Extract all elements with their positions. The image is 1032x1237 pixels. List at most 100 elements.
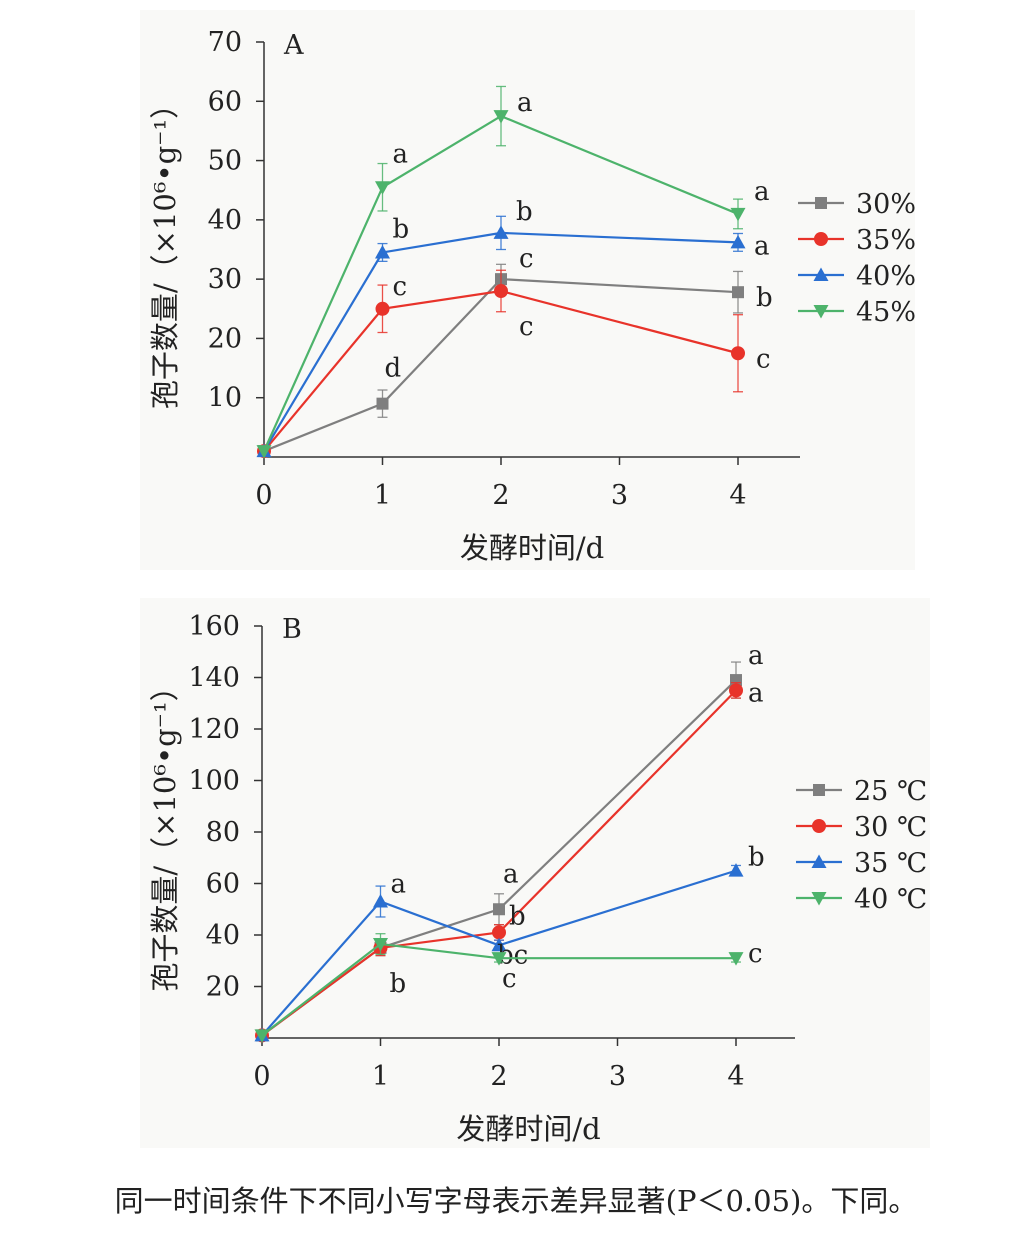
legend-marker — [811, 854, 827, 868]
legend-item: 30% — [798, 189, 916, 220]
y-tick-label: 20 — [208, 323, 242, 354]
legend-marker — [811, 892, 827, 906]
x-tick-label: 1 — [372, 1061, 389, 1092]
legend-marker — [812, 819, 826, 833]
significance-label: c — [519, 244, 534, 274]
x-tick-label: 0 — [253, 1061, 270, 1092]
chart-a: 10 20 30 40 50 60 70 0 1 2 3 4 发酵时间/d 孢子数量/（×10⁶•g⁻¹）… — [148, 27, 916, 565]
significance-label: c — [748, 939, 763, 969]
significance-label: b — [390, 969, 407, 999]
y-tick-label: 60 — [208, 86, 242, 117]
chart-b: 20 40 60 80 100 120 140 160 0 1 2 3 4 发酵时间/d 孢子数量/（×10… — [148, 611, 927, 1146]
chart-panel-b: 20 40 60 80 100 120 140 160 0 1 2 3 4 发酵时间/d 孢子数量/（×10… — [140, 598, 930, 1148]
x-tick-label: 3 — [609, 1061, 626, 1092]
data-point — [373, 894, 388, 908]
significance-label: b — [756, 283, 773, 313]
significance-label: c — [756, 344, 771, 374]
significance-label: b — [393, 214, 410, 244]
data-point — [728, 863, 744, 877]
significance-label: a — [748, 678, 764, 708]
x-tick-label: 1 — [374, 480, 391, 511]
series-line — [263, 278, 739, 453]
y-axis-title: 孢子数量/（×10⁶•g⁻¹） — [148, 672, 182, 991]
significance-label: d — [385, 354, 402, 384]
data-point — [731, 346, 745, 361]
data-point — [493, 903, 505, 916]
data-point — [376, 397, 389, 410]
data-point — [492, 925, 506, 940]
x-axis-title: 发酵时间/d — [456, 1112, 600, 1146]
legend-marker — [815, 197, 827, 209]
series-a-4 — [256, 85, 746, 459]
y-tick-label: 160 — [188, 611, 240, 642]
series-b-3 — [254, 863, 744, 1042]
figure-caption: 同一时间条件下不同小写字母表示差异显著(P＜0.05)。下同。 — [114, 1184, 918, 1218]
legend-label: 25 ℃ — [854, 776, 927, 807]
data-point — [493, 225, 509, 239]
significance-label: a — [503, 859, 519, 889]
series-line — [261, 869, 737, 1037]
significance-label: b — [748, 843, 765, 873]
series-b-4 — [254, 933, 744, 1043]
legend-item: 35 ℃ — [796, 848, 927, 879]
y-tick-label: 100 — [188, 766, 240, 797]
data-point — [256, 445, 272, 459]
series-a-3 — [256, 215, 746, 458]
data-point — [491, 937, 507, 952]
legend-label: 30% — [856, 189, 916, 220]
significance-label: a — [517, 88, 533, 118]
data-point — [494, 284, 508, 298]
x-tick-label: 4 — [727, 1061, 744, 1092]
data-point — [375, 301, 390, 316]
significance-label: b — [509, 901, 526, 931]
legend-marker — [813, 267, 829, 281]
y-tick-label: 50 — [208, 146, 242, 177]
data-point — [729, 683, 743, 698]
significance-label: a — [748, 641, 764, 671]
legend-item: 25 ℃ — [796, 776, 927, 807]
data-point — [730, 234, 746, 249]
series-line — [263, 289, 739, 452]
data-point — [375, 181, 390, 195]
data-point — [491, 952, 507, 966]
panel-label: B — [282, 614, 302, 645]
legend-label: 40 ℃ — [854, 884, 927, 915]
series-b-2 — [255, 682, 743, 1043]
y-tick-label: 30 — [208, 264, 242, 295]
series-a-2 — [257, 269, 745, 459]
panel-label: A — [283, 30, 304, 61]
data-point — [375, 244, 390, 259]
significance-label: c — [502, 964, 517, 994]
x-tick-label: 3 — [611, 480, 628, 511]
x-tick-label: 2 — [492, 480, 509, 511]
y-tick-label: 20 — [206, 972, 240, 1003]
significance-label: a — [391, 870, 407, 900]
legend-marker — [813, 305, 829, 319]
significance-label: c — [393, 272, 408, 302]
significance-label: c — [519, 312, 534, 342]
y-tick-label: 60 — [206, 869, 240, 900]
y-axis-title: 孢子数量/（×10⁶•g⁻¹） — [148, 90, 182, 409]
y-tick-label: 80 — [206, 817, 240, 848]
legend-item: 40 ℃ — [796, 884, 927, 915]
legend-item: 30 ℃ — [796, 812, 927, 843]
legend-label: 30 ℃ — [854, 812, 927, 843]
y-tick-label: 40 — [206, 920, 240, 951]
legend-label: 40% — [856, 261, 916, 292]
legend-label: 35% — [856, 225, 916, 256]
legend-marker — [813, 784, 825, 796]
legend-item: 45% — [798, 297, 916, 328]
data-point — [730, 207, 746, 222]
data-point — [732, 286, 744, 299]
legend-label: 45% — [856, 297, 916, 328]
legend-item: 35% — [798, 225, 916, 256]
series-line — [261, 942, 736, 1037]
significance-label: a — [754, 177, 770, 207]
data-point — [373, 938, 388, 952]
data-point — [254, 1029, 270, 1043]
series-line — [262, 114, 739, 452]
x-axis-title: 发酵时间/d — [460, 531, 604, 565]
significance-label: a — [393, 139, 409, 169]
significance-label: b — [516, 197, 533, 227]
x-tick-label: 0 — [255, 480, 272, 511]
